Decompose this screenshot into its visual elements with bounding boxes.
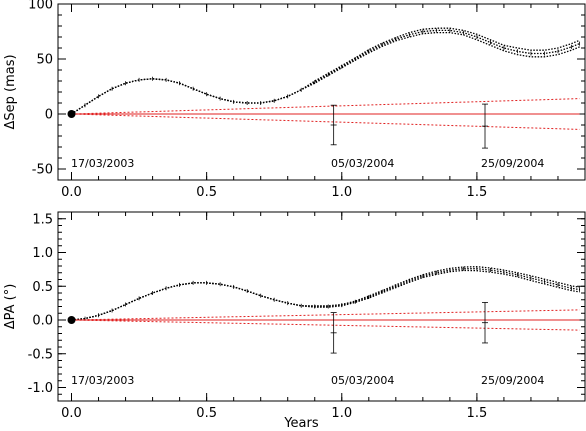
y-axis-label: ΔPA (°) [3, 284, 18, 330]
y-tick-label: 0 [45, 108, 53, 123]
x-tick-label: 1.0 [331, 185, 352, 200]
x-tick-label: 0.5 [196, 406, 217, 421]
x-tick-label: 0.5 [196, 185, 217, 200]
separation-panel: 0.0 0.5 1.0 1.5 -50 0 50 100 ΔSep (mas) 17/03/200… [3, 0, 586, 200]
x-tick-label: 1.5 [467, 185, 488, 200]
y-tick-label: -50 [32, 163, 53, 178]
x-tick-label: 0.0 [61, 406, 82, 421]
plot-frame [57, 3, 586, 181]
y-axis-label: ΔSep (mas) [3, 54, 18, 129]
epoch-date-label: 17/03/2003 [71, 157, 134, 170]
epoch-date-label: 25/09/2004 [481, 374, 544, 387]
y-tick-label: -1.0 [28, 381, 53, 396]
orbit-track-0 [71, 31, 580, 115]
epoch-date-label: 25/09/2004 [481, 157, 544, 170]
x-axis-label: Years [283, 416, 319, 431]
model-line-3 [71, 319, 580, 331]
y-tick-label: 50 [36, 53, 53, 68]
epoch-date-label: 05/03/2004 [331, 157, 394, 170]
model-line-2 [71, 98, 580, 115]
orbit-track-2 [71, 266, 580, 321]
orbit-track-1 [71, 268, 580, 321]
reference-epoch-point [67, 110, 76, 118]
y-tick-label: 1.0 [32, 246, 53, 261]
y-tick-label: -0.5 [28, 347, 53, 362]
orbit-track-0 [71, 269, 580, 321]
model-line-2 [71, 309, 580, 321]
epoch-date-label: 05/03/2004 [331, 374, 394, 387]
model-line-3 [71, 113, 580, 130]
y-tick-label: 100 [28, 0, 53, 13]
orbit-track-1 [71, 29, 580, 115]
x-tick-label: 1.0 [331, 406, 352, 421]
epoch-date-label: 17/03/2003 [71, 374, 134, 387]
reference-epoch-point [67, 316, 76, 324]
x-tick-label: 0.0 [61, 185, 82, 200]
position-angle-panel: 0.0 0.5 1.0 1.5 -1.0 -0.5 0.0 0.5 1.0 1.5 ΔPA (°) Y… [3, 211, 586, 431]
y-tick-label: 0.5 [32, 280, 53, 295]
y-tick-label: 0.0 [32, 314, 53, 329]
x-tick-label: 1.5 [467, 406, 488, 421]
y-tick-label: 1.5 [32, 212, 53, 227]
